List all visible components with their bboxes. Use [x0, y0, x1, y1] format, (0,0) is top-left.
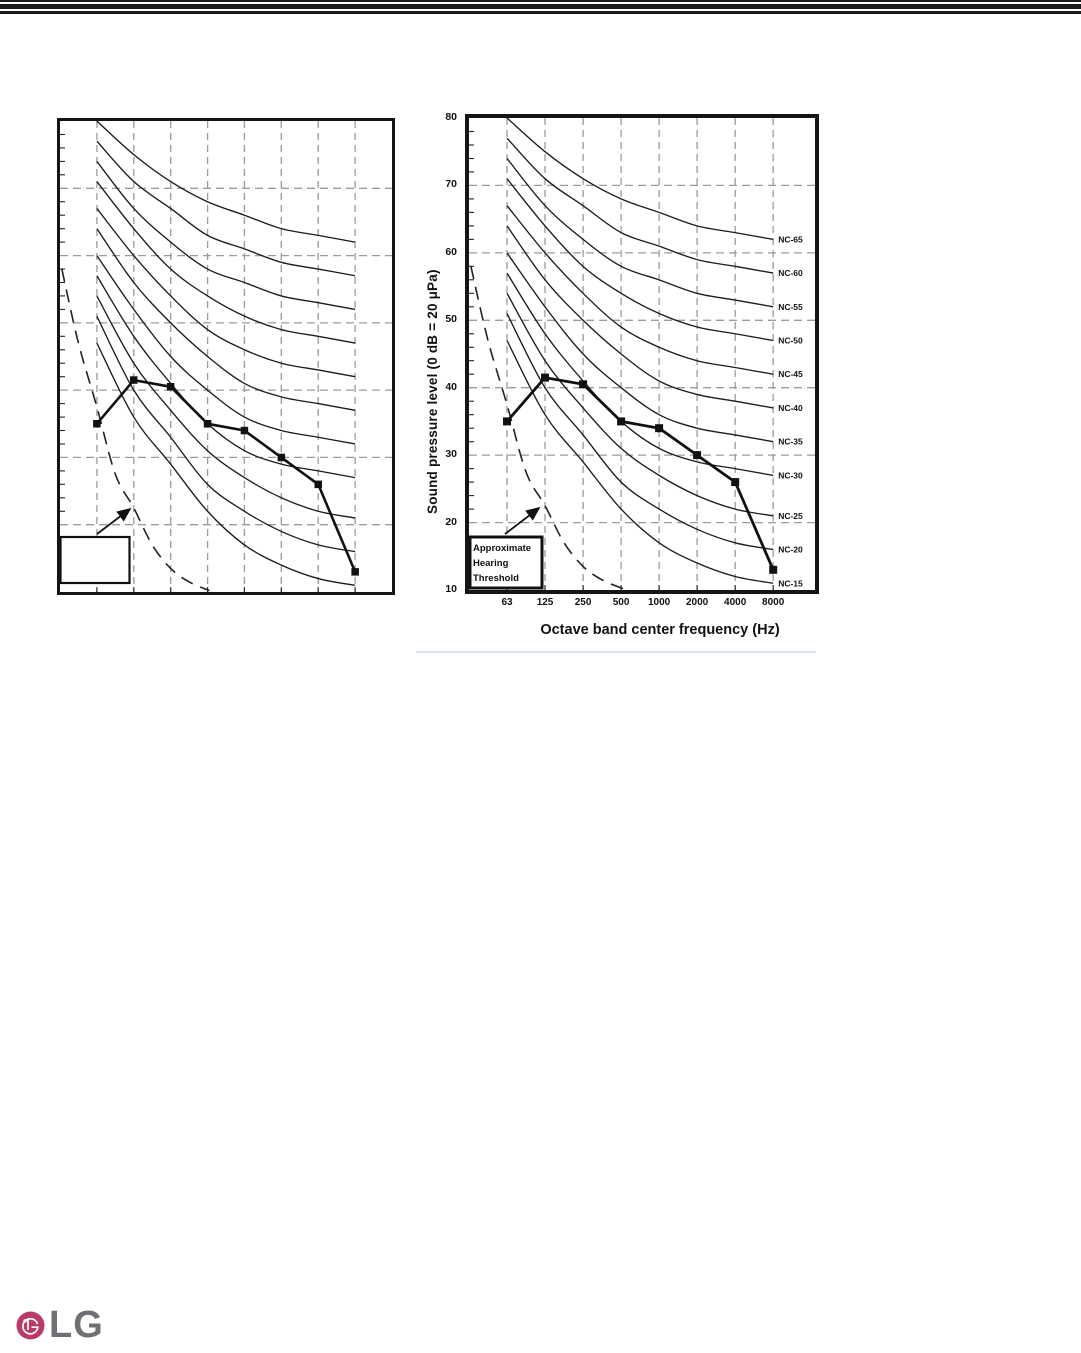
- nc-curve-35: [506, 252, 774, 443]
- top-bar-2: [0, 4, 1081, 9]
- nc-curve-label: NC-15: [778, 578, 803, 588]
- data-point-marker: [277, 453, 286, 462]
- threshold-arrow: [504, 506, 541, 535]
- hearing-threshold-box-text: Hearing: [473, 558, 509, 569]
- grid-lines: [469, 118, 815, 590]
- data-point-marker: [579, 380, 588, 389]
- hearing-threshold-box: [469, 535, 544, 590]
- data-point-marker: [655, 424, 664, 433]
- hearing-threshold-box-text: Approximate: [473, 543, 531, 554]
- top-divider-bars: [0, 0, 1081, 14]
- measured-series-line: [95, 378, 357, 573]
- nc-chart-labeled-plot: NC-65 NC-60 NC-55 NC-50 NC-45 NC-40 NC-35 NC-30…: [469, 118, 815, 590]
- data-point-marker: [93, 420, 101, 428]
- nc-curve-35: [96, 255, 356, 445]
- x-tick-label: 500: [612, 597, 630, 608]
- nc-curve-15: [96, 342, 356, 586]
- faint-divider-line: [416, 651, 816, 653]
- nc-curve-60: [96, 140, 356, 277]
- nc-curve-50: [96, 181, 356, 344]
- data-point-marker: [203, 420, 212, 428]
- hearing-threshold-box: [60, 535, 131, 585]
- nc-curve-30: [506, 272, 774, 477]
- axis-ticks: [60, 133, 356, 592]
- nc-curve-55: [506, 158, 774, 308]
- nc-curve-40: [506, 225, 774, 409]
- hearing-threshold-curve: [61, 268, 210, 592]
- nc-curve-50: [506, 178, 774, 342]
- nc-curve-40: [96, 228, 356, 411]
- data-point-marker: [130, 376, 138, 384]
- nc-curve-65: [506, 118, 774, 241]
- data-point-marker: [769, 565, 778, 574]
- lg-logo-text: LG: [49, 1304, 104, 1346]
- data-point-marker: [503, 417, 511, 426]
- nc-curve-label: NC-45: [778, 369, 803, 379]
- nc-curve-55: [96, 160, 356, 311]
- measured-series-line: [505, 376, 775, 571]
- nc-curve-25: [506, 292, 774, 517]
- y-tick-label: 80: [445, 111, 457, 123]
- x-tick-label: 125: [536, 597, 554, 608]
- lg-symbol-icon: [16, 1311, 45, 1339]
- nc-curve-label: NC-30: [778, 470, 803, 480]
- data-point-marker: [351, 568, 359, 576]
- nc-curve-label: NC-35: [778, 437, 803, 447]
- hearing-threshold-curve: [470, 266, 624, 590]
- nc-curve-15: [506, 340, 774, 584]
- nc-curve-label: NC-55: [778, 302, 803, 312]
- nc-curve-20: [506, 313, 774, 551]
- nc-chart-unlabeled-figure: [57, 118, 395, 595]
- data-point-marker: [617, 417, 626, 426]
- x-tick-label: 250: [574, 597, 592, 608]
- nc-chart-labeled-figure: NC-65 NC-60 NC-55 NC-50 NC-45 NC-40 NC-35 NC-30…: [465, 114, 819, 594]
- nc-curve-60: [506, 137, 774, 274]
- x-axis-title: Octave band center frequency (Hz): [540, 622, 780, 638]
- grid-lines: [60, 121, 392, 592]
- nc-curve-65: [96, 121, 356, 243]
- nc-curve-45: [96, 208, 356, 378]
- data-point-marker: [731, 478, 740, 487]
- nc-curve-label: NC-40: [778, 403, 803, 413]
- data-point-marker: [541, 373, 549, 382]
- y-axis-title: Sound pressure level (0 dB = 20 μPa): [425, 269, 440, 515]
- nc-curve-25: [96, 295, 356, 519]
- nc-curve-label: NC-50: [778, 336, 803, 346]
- data-point-marker: [693, 451, 702, 460]
- x-tick-label: 8000: [762, 597, 785, 608]
- nc-curve-45: [506, 205, 774, 375]
- lg-logo: LG: [16, 1306, 104, 1344]
- hearing-threshold-box-text: Threshold: [473, 573, 519, 584]
- threshold-arrow: [96, 507, 132, 535]
- nc-chart-unlabeled-plot: [60, 121, 392, 592]
- nc-curve-20: [96, 315, 356, 553]
- x-tick-label: 1000: [647, 597, 671, 608]
- x-tick-label: 2000: [686, 597, 709, 608]
- data-point-marker: [240, 426, 249, 435]
- x-tick-label: 63: [501, 597, 513, 608]
- data-point-marker: [166, 383, 175, 391]
- x-tick-label: 4000: [724, 597, 747, 608]
- top-bar-1: [0, 0, 1081, 2]
- nc-curve-label: NC-20: [778, 545, 803, 555]
- nc-curve-30: [96, 275, 356, 479]
- nc-curve-label: NC-25: [778, 511, 803, 521]
- top-bar-3: [0, 11, 1081, 14]
- nc-curve-label: NC-65: [778, 234, 803, 244]
- nc-curve-label: NC-60: [778, 268, 803, 278]
- data-point-marker: [314, 480, 322, 489]
